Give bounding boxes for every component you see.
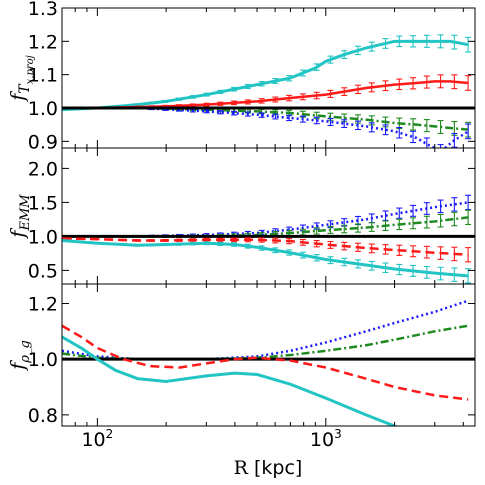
panel-1: 0.5 1.0 1.5 2.0 fEMM [7,147,476,285]
y-tick-label: 2.0 [28,158,58,180]
y-tick-label: 0.8 [28,405,58,427]
series-line [62,324,469,361]
y-axis-label: fTx,proj [7,55,36,103]
y-tick-label: 1.0 [28,98,58,120]
series-line [62,324,469,401]
series-line [62,201,469,238]
series-group [62,299,475,426]
panels: 0.91.01.11.21.3fTx,proj0.51.01.52.0fEMM0… [7,0,476,427]
y-tick-label: 1.0 [28,226,58,248]
series-line [62,216,469,238]
series-line [62,237,469,257]
series-line [62,299,469,361]
y-axis-label: fρ_g [7,340,33,372]
series-line [62,39,469,112]
y-tick-label: 1.3 [28,0,58,20]
panel-0: 0.9 1.0 1.1 1.2 1.3 fTx,proj [7,0,476,153]
y-tick-label: 0.5 [28,260,58,282]
y-tick-label: 1.2 [28,293,58,315]
series-line [62,106,469,131]
series-line [62,238,469,278]
y-tick-label: 1.5 [28,192,58,214]
x-axis-label: R [kpc] [234,457,303,479]
y-tick-label: 1.2 [28,31,58,53]
series-line [62,106,469,148]
series-group [62,194,475,284]
series-line [62,335,399,426]
y-tick-label: 0.9 [28,131,58,153]
x-tick-label: 103 [310,427,342,451]
y-axis-label: fEMM [7,194,33,240]
axes-frame [61,283,476,427]
x-tick-label: 102 [81,427,113,451]
x-axis: 102 103 R [kpc] [81,427,341,479]
series-line [62,80,469,110]
series-group [62,34,475,148]
panel-2: 0.8 1.0 1.2 fρ_g [7,283,476,427]
y-tick-label: 1.0 [28,349,58,371]
y-tick-label: 1.1 [28,65,58,87]
